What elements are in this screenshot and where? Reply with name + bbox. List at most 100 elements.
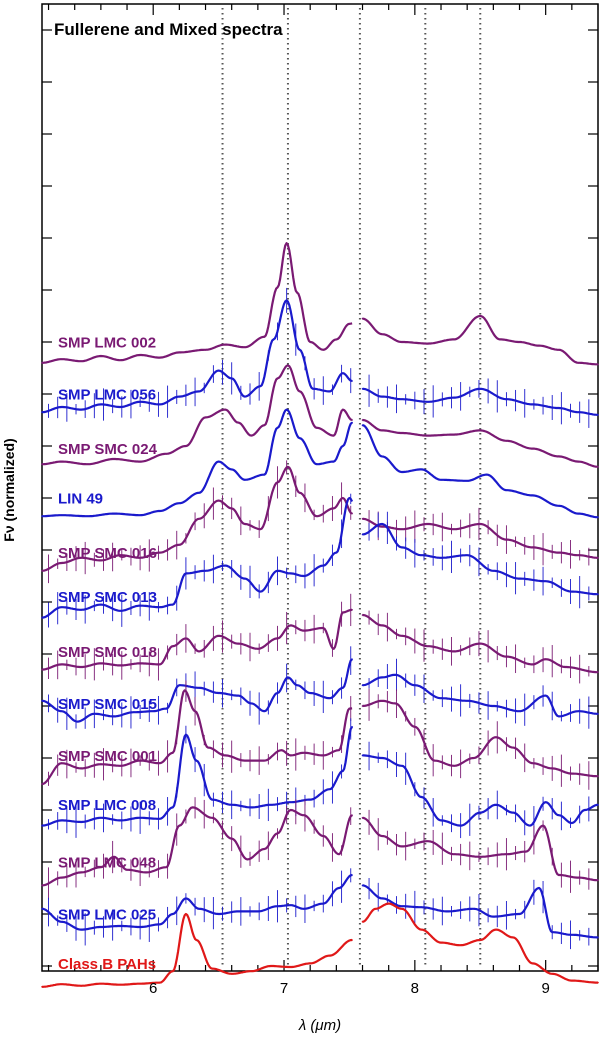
data-point	[558, 455, 560, 458]
reference-lines	[221, 8, 482, 967]
data-point	[172, 603, 174, 606]
data-point	[119, 819, 122, 822]
data-point	[139, 514, 141, 516]
data-point	[401, 341, 403, 343]
data-point	[119, 765, 122, 767]
data-point	[289, 904, 292, 906]
data-point	[119, 664, 122, 667]
data-point	[302, 575, 305, 577]
data-point	[41, 616, 43, 619]
data-point	[139, 926, 141, 928]
data-point	[194, 710, 196, 712]
data-point	[597, 804, 599, 806]
data-point	[126, 869, 128, 871]
series-line	[362, 673, 598, 718]
data-point	[41, 411, 43, 414]
data-point	[544, 694, 547, 697]
data-point	[185, 637, 187, 640]
series-line	[42, 242, 353, 364]
data-point	[401, 635, 403, 637]
data-point	[381, 429, 383, 432]
data-point	[100, 662, 102, 665]
data-point	[312, 388, 314, 390]
data-point	[518, 341, 521, 343]
data-point	[440, 557, 442, 559]
plot-frame	[41, 3, 599, 972]
data-point	[361, 921, 364, 923]
data-point	[76, 720, 79, 723]
series-line	[41, 873, 353, 931]
data-point	[100, 403, 102, 406]
data-point	[351, 658, 353, 660]
data-point	[472, 757, 475, 759]
data-point	[87, 463, 89, 466]
data-point	[285, 408, 288, 411]
data-point	[302, 629, 305, 632]
data-point	[322, 902, 325, 905]
data-point	[217, 460, 220, 463]
data-point	[41, 570, 43, 572]
data-point	[597, 414, 599, 416]
data-point	[531, 447, 534, 450]
data-point	[453, 528, 455, 530]
data-point	[211, 798, 213, 801]
data-point	[479, 939, 482, 941]
data-point	[100, 926, 102, 928]
data-point	[381, 835, 383, 837]
data-point	[564, 666, 567, 668]
data-point	[119, 983, 122, 986]
data-point	[165, 707, 168, 710]
data-point	[551, 973, 553, 975]
data-point	[466, 554, 469, 556]
data-point	[41, 986, 43, 988]
data-point	[538, 887, 540, 889]
data-point	[597, 775, 599, 777]
data-point	[224, 754, 226, 757]
data-point	[597, 516, 599, 518]
data-point	[263, 336, 266, 338]
data-point	[571, 590, 573, 593]
data-point	[60, 876, 63, 879]
series-label: SMP SMC 001	[58, 748, 157, 765]
data-point	[183, 689, 186, 692]
data-point	[276, 570, 279, 572]
data-point	[322, 627, 325, 629]
series-2	[41, 364, 599, 468]
data-point	[348, 497, 351, 499]
data-point	[217, 369, 220, 372]
data-point	[276, 286, 279, 289]
data-point	[401, 908, 403, 910]
data-point	[139, 817, 141, 819]
data-point	[329, 697, 331, 699]
series-6	[41, 593, 599, 684]
data-point	[342, 497, 344, 499]
data-point	[479, 388, 482, 390]
data-point	[544, 580, 547, 582]
data-point	[296, 291, 298, 294]
data-point	[361, 614, 364, 616]
data-point	[158, 981, 161, 984]
data-point	[60, 606, 63, 608]
data-point	[374, 908, 377, 910]
data-point	[204, 570, 207, 572]
data-point	[401, 765, 403, 767]
data-point	[577, 362, 580, 364]
data-point	[93, 713, 96, 715]
series-1	[41, 287, 599, 428]
data-point	[332, 648, 335, 650]
data-point	[342, 445, 344, 447]
data-point	[472, 908, 475, 910]
data-point	[113, 458, 115, 460]
data-point	[263, 710, 266, 712]
series-line	[362, 387, 598, 416]
data-point	[280, 749, 283, 751]
data-point	[351, 939, 353, 941]
data-point	[558, 715, 560, 718]
data-point	[276, 377, 279, 380]
data-point	[298, 349, 301, 351]
data-point	[531, 494, 534, 497]
data-point	[178, 351, 181, 354]
data-point	[309, 962, 312, 965]
data-point	[178, 824, 181, 827]
